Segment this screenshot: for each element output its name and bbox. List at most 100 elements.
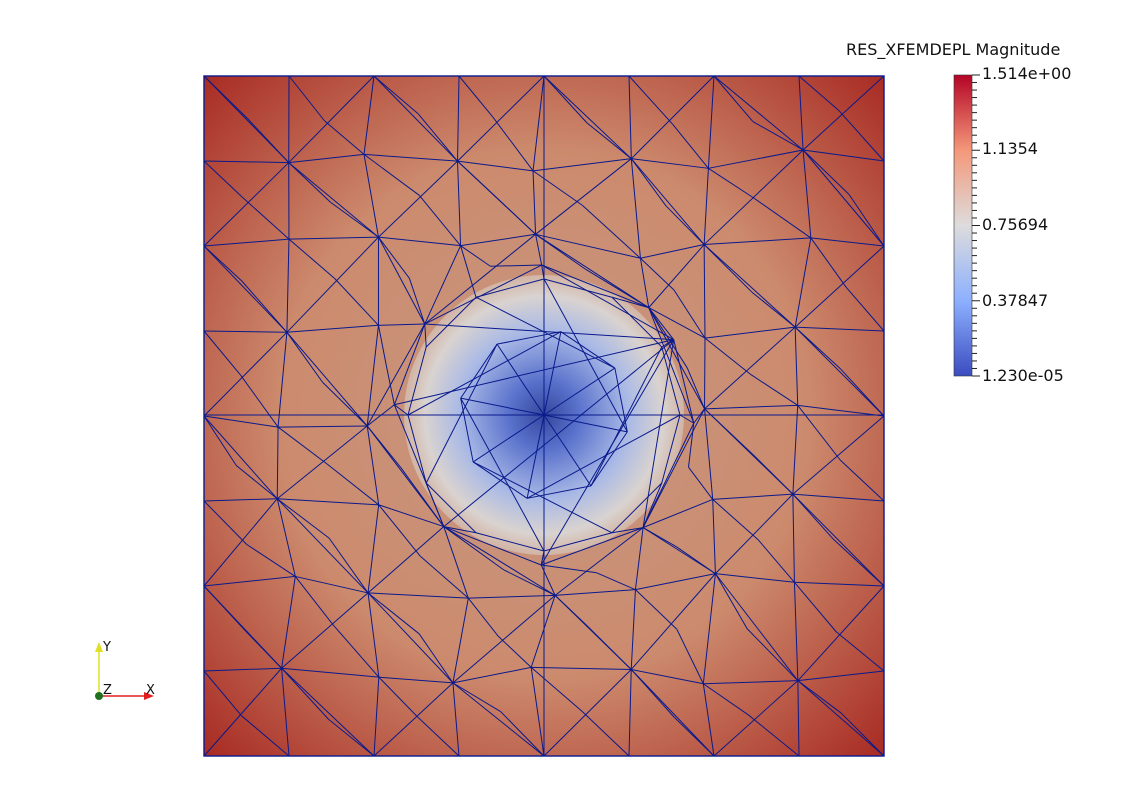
mesh-edge bbox=[363, 153, 420, 196]
mesh-edge bbox=[373, 75, 458, 162]
mesh-edge bbox=[535, 158, 632, 235]
mesh-edge bbox=[554, 595, 587, 626]
mesh-edge bbox=[424, 264, 542, 325]
mesh-edge bbox=[703, 683, 749, 716]
mesh-edge bbox=[276, 425, 368, 500]
mesh-edge bbox=[373, 677, 380, 757]
mesh-edge bbox=[541, 564, 597, 574]
mesh-edge bbox=[703, 244, 706, 339]
mesh-edge bbox=[543, 278, 628, 433]
mesh-edge bbox=[203, 498, 278, 502]
mesh-edge bbox=[334, 278, 379, 326]
mesh-edge bbox=[288, 75, 375, 163]
mesh-edge bbox=[407, 331, 562, 416]
mesh-edge bbox=[802, 149, 812, 238]
legend-tick-label: 0.75694 bbox=[982, 215, 1049, 234]
mesh-edge bbox=[630, 75, 715, 160]
mesh-edge bbox=[540, 550, 545, 566]
mesh-edge bbox=[203, 667, 282, 757]
axis-y-arrow-icon bbox=[95, 642, 103, 652]
mesh-edge bbox=[452, 682, 502, 713]
mesh-edge bbox=[541, 264, 545, 280]
mesh-edge bbox=[203, 330, 241, 376]
mesh-edge bbox=[443, 526, 469, 599]
mesh-edge bbox=[708, 149, 804, 169]
mesh-edge bbox=[802, 149, 885, 247]
mesh-edge bbox=[203, 667, 282, 672]
mesh-edge bbox=[792, 493, 885, 587]
mesh-edge bbox=[276, 427, 279, 499]
mesh-edge bbox=[642, 527, 716, 575]
mesh-edge bbox=[543, 278, 613, 298]
mesh-edge bbox=[746, 628, 799, 682]
mesh-edge bbox=[642, 408, 705, 528]
mesh-edge bbox=[590, 431, 628, 487]
mesh-edge bbox=[328, 537, 369, 594]
mesh-edge bbox=[503, 569, 556, 596]
mesh-edge bbox=[452, 682, 460, 757]
mesh-edge bbox=[394, 339, 674, 406]
mesh-edge bbox=[424, 245, 462, 325]
mesh-edge bbox=[203, 75, 248, 119]
mesh-edge bbox=[378, 676, 418, 718]
mesh-edge bbox=[322, 381, 368, 427]
mesh-edge bbox=[679, 414, 695, 424]
mesh-edge bbox=[203, 585, 247, 632]
mesh-edge bbox=[704, 326, 796, 410]
mesh-edge bbox=[425, 482, 477, 534]
mesh-edge bbox=[363, 154, 379, 238]
mesh-edge bbox=[527, 485, 592, 499]
mesh-edge bbox=[425, 482, 445, 527]
mesh-edge bbox=[751, 291, 796, 328]
mesh-edge bbox=[532, 170, 537, 235]
mesh-edge bbox=[532, 75, 545, 171]
mesh-edge bbox=[457, 160, 497, 198]
mesh-edge bbox=[443, 526, 556, 596]
mesh-edge bbox=[407, 346, 427, 416]
mesh-edge bbox=[712, 493, 793, 500]
mesh-edge bbox=[203, 238, 290, 247]
mesh-edge bbox=[688, 423, 695, 468]
mesh-edge bbox=[378, 236, 410, 279]
mesh-edge bbox=[530, 666, 583, 712]
mesh-edge bbox=[792, 494, 795, 583]
mesh-edge bbox=[245, 630, 282, 669]
mesh-edge bbox=[672, 123, 709, 169]
mesh-edge bbox=[366, 425, 402, 468]
mesh-edge bbox=[324, 120, 365, 155]
mesh-edge bbox=[704, 408, 714, 500]
mesh-edge bbox=[640, 257, 675, 291]
mesh-edge bbox=[203, 500, 248, 545]
mesh-edge bbox=[715, 573, 795, 583]
mesh-edge bbox=[797, 680, 842, 714]
mesh-edge bbox=[530, 595, 556, 668]
mesh-edge bbox=[385, 364, 395, 405]
mesh-edge bbox=[543, 414, 592, 487]
mesh-edge bbox=[704, 237, 811, 246]
mesh-edge bbox=[840, 712, 885, 757]
mesh-edge bbox=[203, 160, 289, 164]
mesh-edge bbox=[665, 205, 705, 245]
mesh-edge bbox=[408, 278, 426, 325]
mesh-edge bbox=[367, 504, 380, 593]
mesh-edge bbox=[281, 592, 369, 669]
mesh-edge bbox=[630, 158, 667, 207]
mesh-edge bbox=[276, 498, 369, 594]
mesh-edge bbox=[203, 330, 287, 333]
mesh-edge bbox=[425, 343, 498, 484]
mesh-edge bbox=[630, 158, 705, 245]
mesh-edge bbox=[378, 504, 421, 557]
mesh-edge bbox=[457, 160, 534, 172]
mesh-edge bbox=[496, 343, 545, 416]
mesh-edge bbox=[203, 160, 242, 197]
mesh-edge bbox=[475, 532, 545, 552]
mesh-edge bbox=[457, 75, 545, 162]
mesh-edge bbox=[797, 405, 841, 461]
mesh-edge bbox=[585, 624, 632, 670]
mesh-edge bbox=[752, 121, 804, 151]
orientation-axes: Y Z X bbox=[95, 640, 155, 700]
mesh-edge bbox=[363, 75, 375, 155]
mesh-edge bbox=[713, 75, 804, 151]
mesh-edge bbox=[541, 264, 649, 309]
